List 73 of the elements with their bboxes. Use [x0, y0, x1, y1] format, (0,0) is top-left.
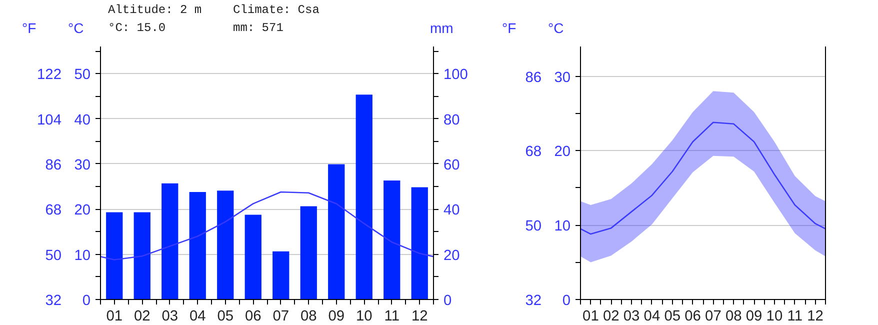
bar [244, 214, 262, 300]
text: Altitude: 2 m [108, 2, 202, 19]
x-tick-label: 09 [328, 308, 345, 324]
y3-tick-label: 50 [525, 218, 542, 235]
x-tick-label: 03 [162, 308, 178, 324]
y3-tick-label: 68 [525, 144, 542, 160]
bar [411, 187, 428, 300]
bar [217, 190, 234, 300]
y3-tick-label: 32 [45, 293, 62, 309]
y2-axis-title: mm [430, 19, 454, 38]
x-tick-label: 12 [807, 308, 824, 324]
y-tick-label: 20 [554, 144, 571, 160]
x-tick-label: 11 [384, 308, 400, 324]
x-tick-label: 08 [300, 308, 317, 324]
x-tick-label: 02 [134, 308, 150, 324]
y2-tick-label: 100 [444, 67, 468, 84]
x-tick-label: 12 [411, 308, 428, 324]
y-tick-label: 0 [562, 293, 571, 309]
x-tick-label: 09 [746, 308, 762, 324]
line-series [100, 191, 434, 260]
x-tick-label: 03 [623, 308, 640, 324]
x-tick-label: 05 [217, 308, 234, 324]
y2-tick-label: 60 [444, 157, 460, 174]
text: mm: 571 [233, 20, 284, 37]
y3-tick-label: 122 [37, 67, 62, 84]
x-tick-label: 07 [272, 308, 290, 324]
y3-tick-label: 68 [45, 202, 62, 219]
bar [356, 94, 372, 300]
x-tick-label: 10 [356, 308, 372, 324]
text: Climate: Csa [233, 2, 320, 19]
x-tick-label: 06 [684, 308, 701, 324]
y3-tick-label: 32 [525, 293, 542, 309]
bar [300, 206, 317, 300]
line-series [580, 122, 826, 235]
y-tick-label: 50 [74, 67, 91, 84]
y-tick-label: 10 [74, 248, 91, 264]
bar [162, 183, 178, 300]
y-tick-label: 30 [554, 70, 571, 86]
y3-axis-title: °F [502, 19, 516, 38]
y2-tick-label: 0 [444, 293, 452, 309]
bar [189, 192, 206, 300]
x-tick-label: 11 [787, 308, 802, 324]
x-tick-label: 02 [602, 308, 620, 324]
y3-tick-label: 86 [45, 157, 62, 174]
y-tick-label: 10 [554, 218, 571, 235]
x-tick-label: 01 [582, 308, 599, 324]
y-tick-label: 40 [74, 112, 91, 128]
bar [384, 180, 400, 300]
x-tick-label: 07 [705, 308, 722, 324]
y2-tick-label: 20 [444, 248, 460, 264]
y3-axis-title: °F [22, 19, 36, 38]
bar [272, 251, 290, 300]
x-tick-label: 01 [106, 308, 123, 324]
y2-tick-label: 80 [444, 112, 460, 128]
y2-tick-label: 40 [444, 202, 460, 219]
x-tick-label: 04 [644, 308, 660, 324]
y3-tick-label: 50 [45, 248, 62, 264]
y3-tick-label: 86 [525, 70, 542, 86]
y-tick-label: 0 [82, 293, 91, 309]
y-axis-title: °C [68, 19, 84, 38]
text: °C: 15.0 [108, 20, 166, 37]
y3-tick-label: 104 [37, 112, 62, 128]
x-tick-label: 08 [725, 308, 742, 324]
y-axis-title: °C [548, 19, 564, 38]
x-tick-label: 06 [244, 308, 262, 324]
x-tick-label: 05 [664, 308, 681, 324]
bar [106, 212, 123, 300]
bar [328, 164, 345, 300]
y-tick-label: 30 [74, 157, 91, 174]
bar [134, 212, 150, 300]
x-tick-label: 04 [189, 308, 206, 324]
y-tick-label: 20 [74, 202, 91, 219]
x-tick-label: 10 [766, 308, 783, 324]
